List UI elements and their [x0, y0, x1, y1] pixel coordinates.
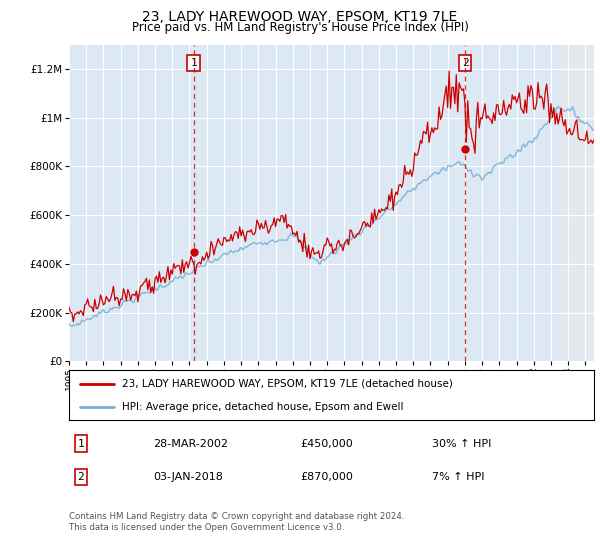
- Text: £450,000: £450,000: [300, 438, 353, 449]
- Text: 30% ↑ HPI: 30% ↑ HPI: [432, 438, 491, 449]
- Text: 2: 2: [461, 58, 469, 68]
- Text: HPI: Average price, detached house, Epsom and Ewell: HPI: Average price, detached house, Epso…: [121, 403, 403, 412]
- Text: 28-MAR-2002: 28-MAR-2002: [153, 438, 228, 449]
- Text: 23, LADY HAREWOOD WAY, EPSOM, KT19 7LE: 23, LADY HAREWOOD WAY, EPSOM, KT19 7LE: [142, 10, 458, 24]
- Text: 03-JAN-2018: 03-JAN-2018: [153, 472, 223, 482]
- Text: Price paid vs. HM Land Registry's House Price Index (HPI): Price paid vs. HM Land Registry's House …: [131, 21, 469, 34]
- Text: 1: 1: [190, 58, 197, 68]
- Text: 23, LADY HAREWOOD WAY, EPSOM, KT19 7LE (detached house): 23, LADY HAREWOOD WAY, EPSOM, KT19 7LE (…: [121, 379, 452, 389]
- Text: 7% ↑ HPI: 7% ↑ HPI: [432, 472, 485, 482]
- Text: 2: 2: [77, 472, 85, 482]
- Text: Contains HM Land Registry data © Crown copyright and database right 2024.
This d: Contains HM Land Registry data © Crown c…: [69, 512, 404, 532]
- Text: £870,000: £870,000: [300, 472, 353, 482]
- Text: 1: 1: [77, 438, 85, 449]
- Bar: [560, 45, 594, 361]
